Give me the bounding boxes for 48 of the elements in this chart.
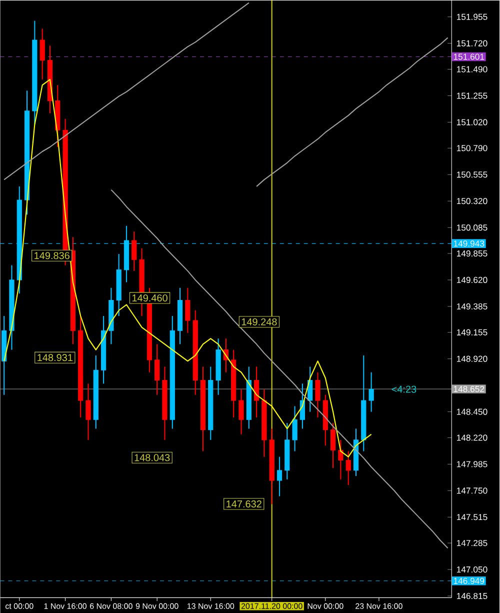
candlestick xyxy=(330,422,336,469)
candlestick xyxy=(346,450,352,486)
y-tick-label: 150.085 xyxy=(457,224,488,231)
line-series xyxy=(256,37,449,187)
y-tick-label: 149.385 xyxy=(457,303,488,310)
y-tick-label: 148.920 xyxy=(457,356,488,362)
candlestick xyxy=(292,406,298,452)
annotation: 148.931 xyxy=(38,354,73,362)
y-tick-label: 150.790 xyxy=(457,145,488,152)
ref-line-label: 148.652 xyxy=(454,386,484,392)
candlestick xyxy=(40,28,46,80)
y-tick-label: 151.255 xyxy=(457,92,488,99)
annotation: 149.836 xyxy=(34,252,70,260)
y-tick-label: 148.220 xyxy=(457,434,488,441)
candlestick xyxy=(86,383,92,440)
y-tick-label: 150.320 xyxy=(457,198,488,204)
candlestick xyxy=(338,439,344,480)
candlestick xyxy=(254,366,260,418)
candlestick xyxy=(277,456,282,497)
annotation: 148.043 xyxy=(135,454,170,462)
ref-line-label: 146.949 xyxy=(454,578,484,584)
annotation: 149.248 xyxy=(242,318,278,326)
y-tick-label: 151.020 xyxy=(457,119,488,126)
y-tick-label: 146.815 xyxy=(457,592,488,600)
candlestick xyxy=(154,344,160,396)
annotation: 147.632 xyxy=(226,500,262,508)
y-tick-label: 147.515 xyxy=(457,514,488,520)
candlestick xyxy=(315,372,321,418)
ref-line-label: 151.601 xyxy=(454,54,484,60)
candlestick xyxy=(132,230,137,272)
y-tick-label: 147.285 xyxy=(457,540,488,546)
y-tick-label: 151.720 xyxy=(457,40,488,46)
y-tick-label: 150.555 xyxy=(457,172,488,178)
annotation: 149.460 xyxy=(132,294,168,302)
y-tick-label: 147.050 xyxy=(457,566,488,573)
y-tick-label: 149.155 xyxy=(457,329,488,336)
candlestick xyxy=(238,388,244,435)
y-tick-label: 147.750 xyxy=(457,488,488,494)
y-tick-label: 151.490 xyxy=(457,66,488,72)
candlestick xyxy=(185,287,190,334)
y-tick-label: 148.450 xyxy=(457,408,488,415)
y-tick-label: 147.985 xyxy=(457,461,488,468)
y-tick-label: 149.855 xyxy=(457,250,488,257)
y-tick-label: 151.955 xyxy=(457,14,488,20)
annotation: <4:23 xyxy=(392,386,416,393)
y-tick-label: 149.620 xyxy=(457,276,488,284)
ref-line-label: 149.943 xyxy=(454,240,484,247)
candlestick xyxy=(368,372,374,412)
